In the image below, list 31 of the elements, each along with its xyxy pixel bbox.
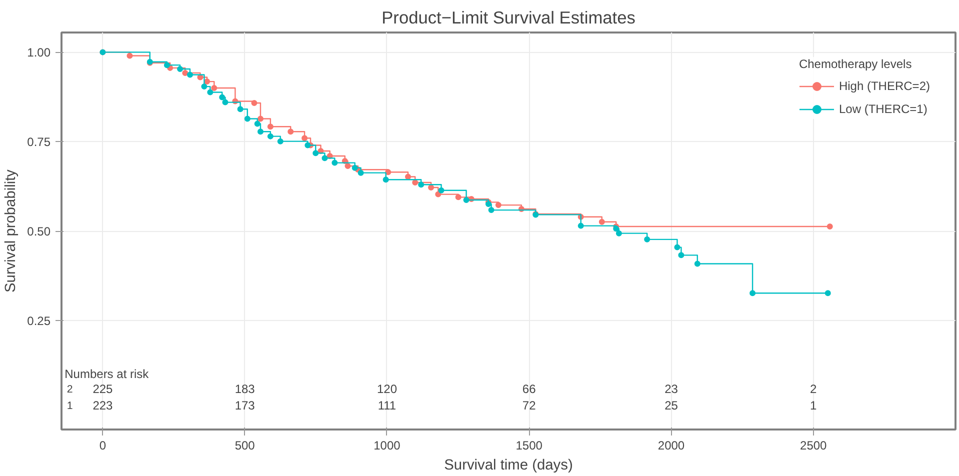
x-axis-title: Survival time (days): [444, 458, 573, 474]
annotation: 183: [234, 382, 256, 396]
legend-label: High (THERC=2): [838, 79, 930, 93]
x-tick-label: 1000: [374, 438, 401, 452]
annotation: 66: [522, 382, 536, 396]
x-tick-label: 0: [99, 438, 106, 452]
annotation: 225: [92, 382, 114, 396]
annotation: 1: [810, 398, 818, 412]
annotation: 223: [92, 398, 114, 412]
annotation: 111: [378, 398, 396, 412]
chart-title: Product−Limit Survival Estimates: [382, 8, 636, 28]
annotation: 25: [664, 398, 678, 412]
annotation: 120: [376, 382, 398, 396]
annotation: 72: [522, 398, 536, 412]
legend-label: Low (THERC=1): [838, 102, 928, 116]
x-tick-label: 2500: [800, 438, 828, 452]
x-tick-label: 500: [234, 438, 256, 452]
annotation: 2: [810, 382, 818, 396]
x-tick-label: 2000: [658, 438, 685, 452]
annotation: 2: [66, 384, 73, 396]
annotation: Numbers at risk: [64, 366, 150, 381]
annotation: 1: [66, 400, 73, 412]
y-tick-label: 0.75: [27, 135, 51, 150]
y-tick-label: 0.50: [27, 224, 51, 239]
x-tick-label: 1500: [516, 438, 543, 452]
y-tick-label: 0.25: [27, 314, 51, 328]
y-axis-title: Survival probability: [3, 168, 20, 292]
annotation: 23: [664, 382, 678, 396]
annotation: 173: [234, 398, 256, 412]
legend-title: Chemotherapy levels: [798, 57, 913, 71]
y-tick-label: 1.00: [27, 46, 51, 60]
